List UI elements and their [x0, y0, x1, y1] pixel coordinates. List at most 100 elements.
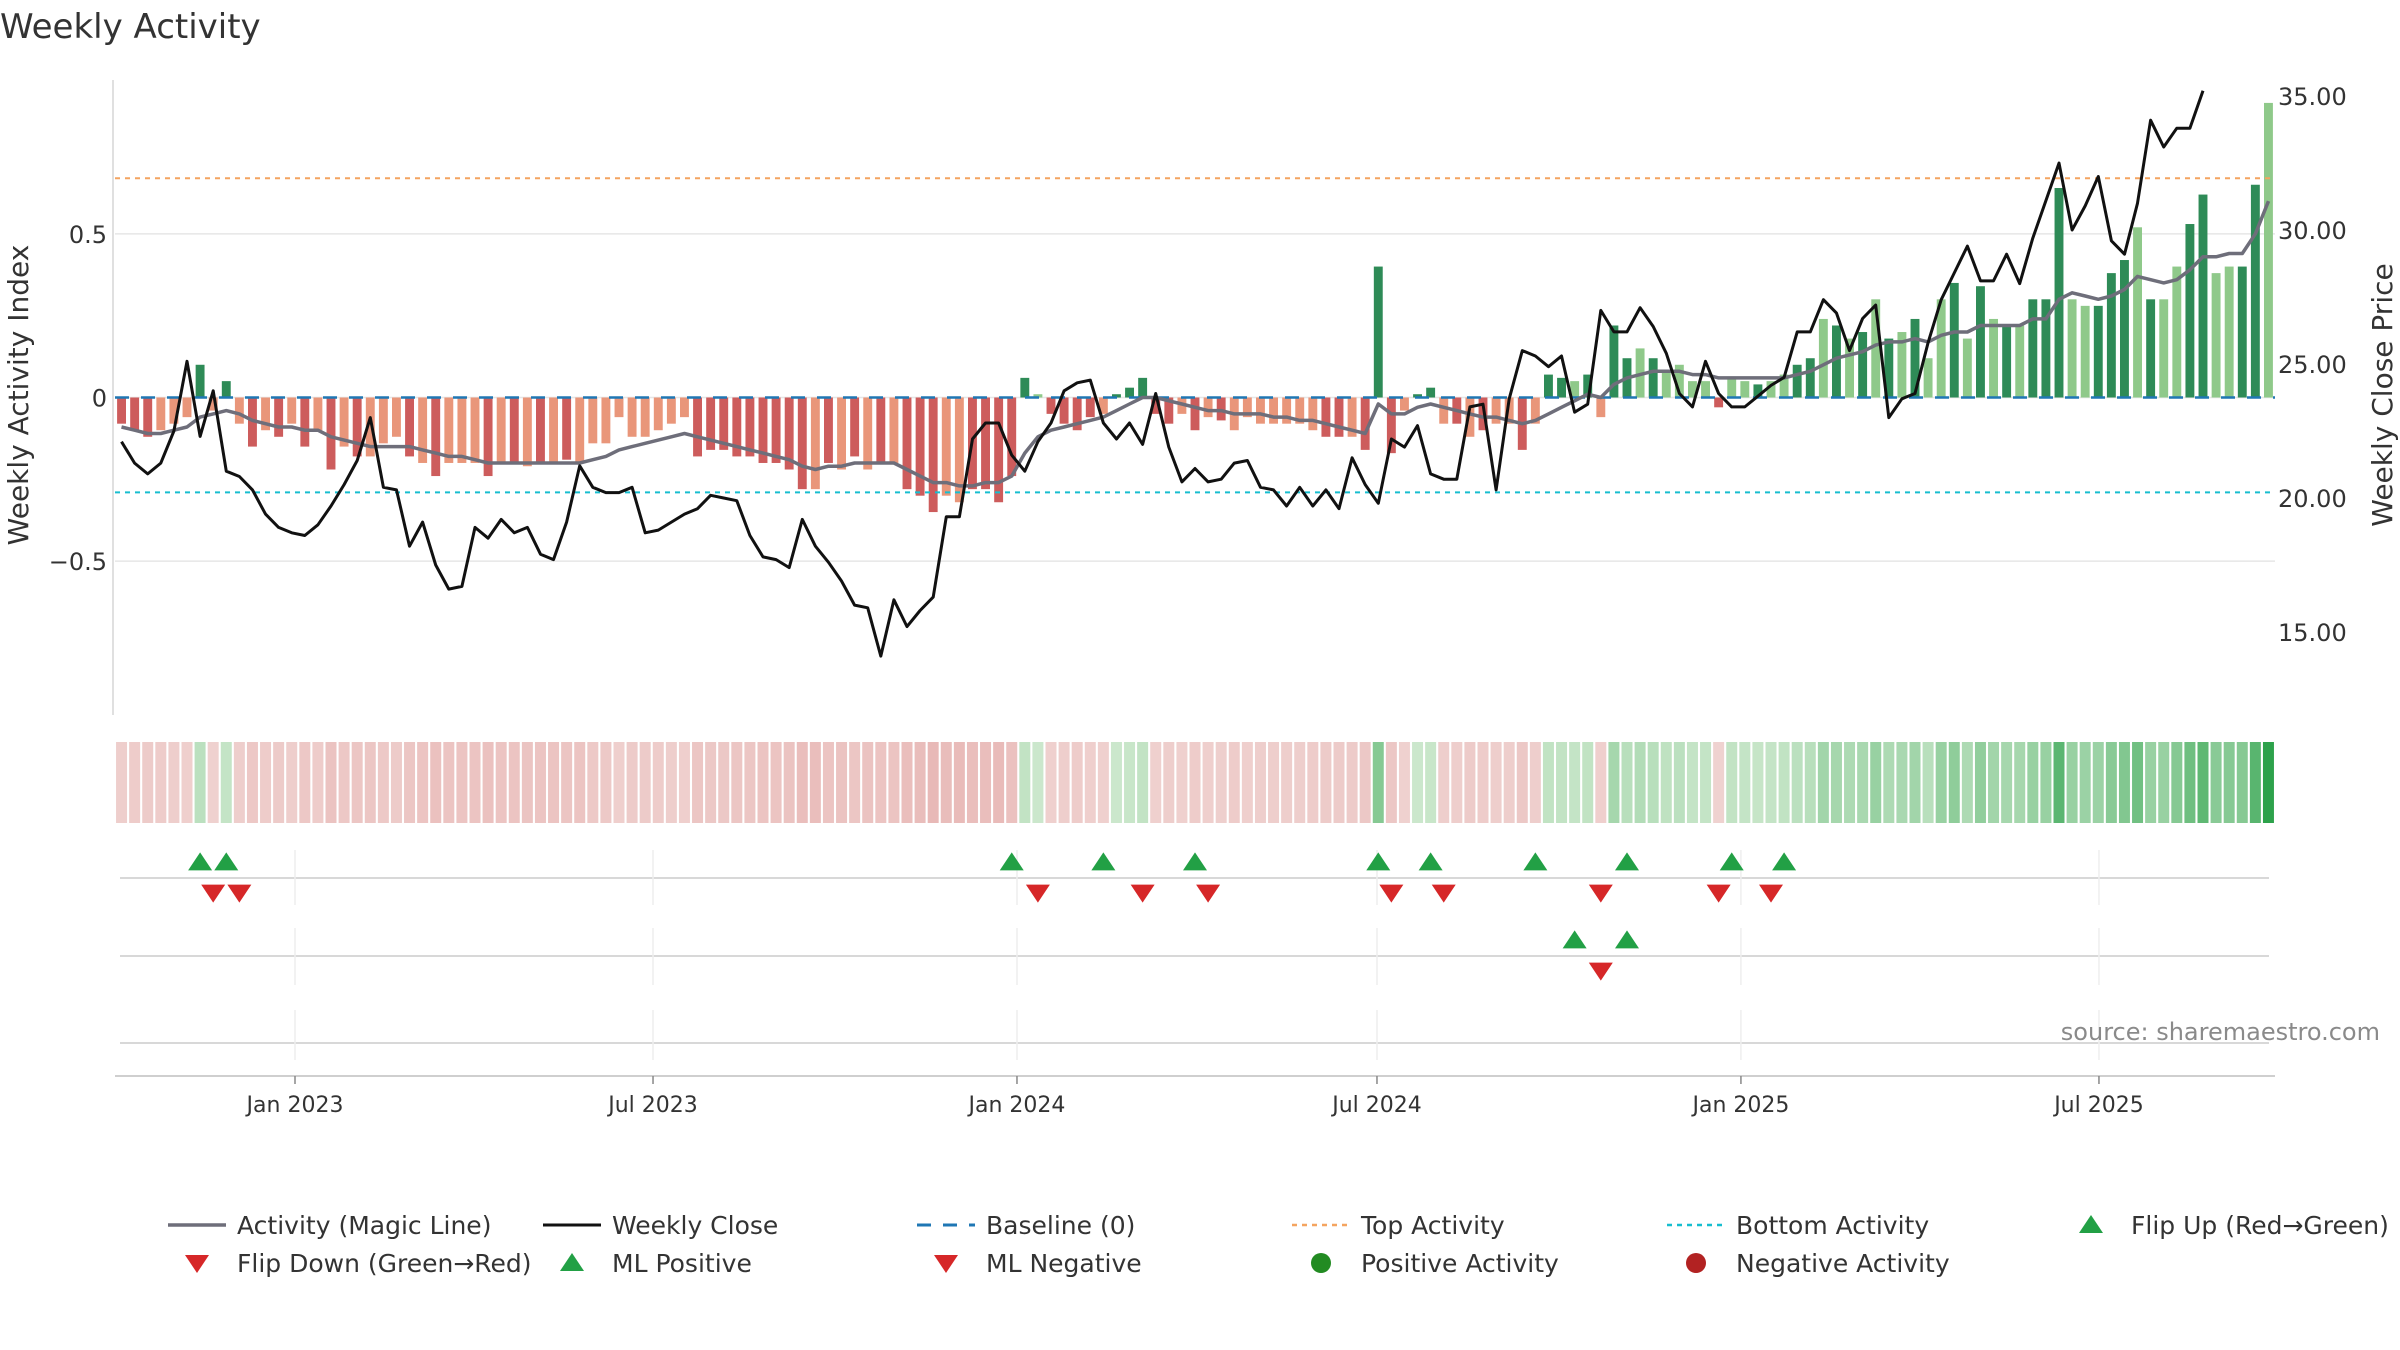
- activity-bar: [457, 397, 467, 463]
- activity-bar: [1766, 381, 1776, 398]
- y-tick-label: −0.5: [49, 548, 107, 576]
- activity-bar: [365, 397, 375, 457]
- heat-cell: [168, 742, 180, 823]
- heat-cell: [901, 742, 913, 823]
- legend-label: Top Activity: [1360, 1211, 1505, 1240]
- heat-cell: [1163, 742, 1175, 823]
- activity-bar: [2093, 305, 2103, 398]
- activity-bar: [797, 397, 807, 490]
- activity-bar: [1046, 397, 1056, 414]
- activity-bar: [614, 397, 624, 418]
- heat-cell: [1647, 742, 1659, 823]
- activity-bar: [378, 397, 388, 444]
- heat-cell: [652, 742, 664, 823]
- activity-bar: [810, 397, 820, 490]
- activity-bar: [1020, 377, 1030, 398]
- activity-bar: [1059, 397, 1069, 424]
- activity-bar: [1465, 397, 1475, 437]
- heat-cell: [993, 742, 1005, 823]
- activity-bar: [2120, 260, 2129, 398]
- heat-cell: [1241, 742, 1253, 823]
- activity-bar: [627, 397, 637, 437]
- activity-bar: [1413, 394, 1422, 398]
- activity-bar: [1779, 374, 1789, 398]
- legend-label: Bottom Activity: [1736, 1211, 1929, 1240]
- activity-bar: [1648, 358, 1658, 398]
- flip-down-marker: [1431, 884, 1456, 903]
- activity-bar: [1871, 299, 1881, 398]
- heat-cell: [2236, 742, 2248, 823]
- heat-cell: [1922, 742, 1934, 823]
- legend-label: Positive Activity: [1361, 1249, 1559, 1278]
- heat-cell: [1268, 742, 1280, 823]
- heat-cell: [914, 742, 926, 823]
- activity-bar: [1334, 397, 1344, 437]
- heat-cell: [1529, 742, 1541, 823]
- heat-cell: [2171, 742, 2183, 823]
- heat-cell: [220, 742, 232, 823]
- activity-bar: [2002, 325, 2012, 398]
- heat-cell: [1700, 742, 1712, 823]
- activity-bar: [850, 397, 860, 457]
- activity-bar: [653, 397, 663, 431]
- activity-bar: [575, 397, 585, 463]
- activity-bar: [2067, 299, 2077, 398]
- heat-cell: [1569, 742, 1581, 823]
- ml-negative-marker: [1588, 962, 1613, 981]
- heat-cell: [1006, 742, 1018, 823]
- heat-cell: [1909, 742, 1921, 823]
- heat-cell: [469, 742, 481, 823]
- activity-bar: [1033, 394, 1043, 398]
- heat-cell: [1084, 742, 1096, 823]
- heat-cell: [1791, 742, 1803, 823]
- magic-line: [121, 200, 2271, 488]
- flip-down-marker: [227, 884, 252, 903]
- activity-bar: [601, 397, 611, 444]
- activity-bar: [889, 397, 899, 463]
- heat-cell: [142, 742, 154, 823]
- activity-bar: [483, 397, 493, 477]
- heat-cell: [521, 742, 533, 823]
- heat-cell: [783, 742, 795, 823]
- activity-bar: [536, 397, 545, 463]
- flip-up-marker: [188, 852, 213, 871]
- heat-cell: [953, 742, 965, 823]
- activity-bar: [1949, 282, 1959, 398]
- heat-cell: [1228, 742, 1240, 823]
- heat-cell: [1621, 742, 1633, 823]
- y-tick-label: 0.5: [69, 221, 107, 249]
- heat-cell: [482, 742, 494, 823]
- heat-cell: [705, 742, 717, 823]
- reference-lines: [115, 177, 2275, 494]
- activity-bar: [261, 397, 270, 431]
- activity-bar: [1112, 394, 1121, 398]
- activity-bar: [1360, 397, 1370, 450]
- activity-bar: [1400, 397, 1409, 411]
- heat-cell: [2105, 742, 2117, 823]
- heat-cell: [1019, 742, 1031, 823]
- heat-cell: [2262, 742, 2274, 823]
- heat-cell: [508, 742, 520, 823]
- activity-bar: [1308, 397, 1318, 431]
- heat-cell: [116, 742, 128, 823]
- heat-cell: [2132, 742, 2144, 823]
- heat-cell: [1464, 742, 1476, 823]
- flip-down-marker: [1588, 884, 1613, 903]
- heat-cell: [181, 742, 193, 823]
- heat-cell: [718, 742, 730, 823]
- heat-cell: [299, 742, 311, 823]
- activity-bar: [1962, 338, 1972, 398]
- activity-bar: [1583, 374, 1593, 398]
- activity-bar: [1164, 397, 1174, 424]
- heat-cell: [1556, 742, 1568, 823]
- flip-up-marker: [1615, 852, 1639, 871]
- activity-bar: [169, 397, 179, 424]
- activity-bar: [1269, 397, 1278, 424]
- activity-bar: [1530, 397, 1540, 424]
- heat-cell: [1948, 742, 1960, 823]
- activity-bar: [1085, 397, 1095, 418]
- legend-label: Negative Activity: [1736, 1249, 1950, 1278]
- heat-cell: [1490, 742, 1502, 823]
- activity-bar: [588, 397, 598, 444]
- activity-bar: [562, 397, 572, 460]
